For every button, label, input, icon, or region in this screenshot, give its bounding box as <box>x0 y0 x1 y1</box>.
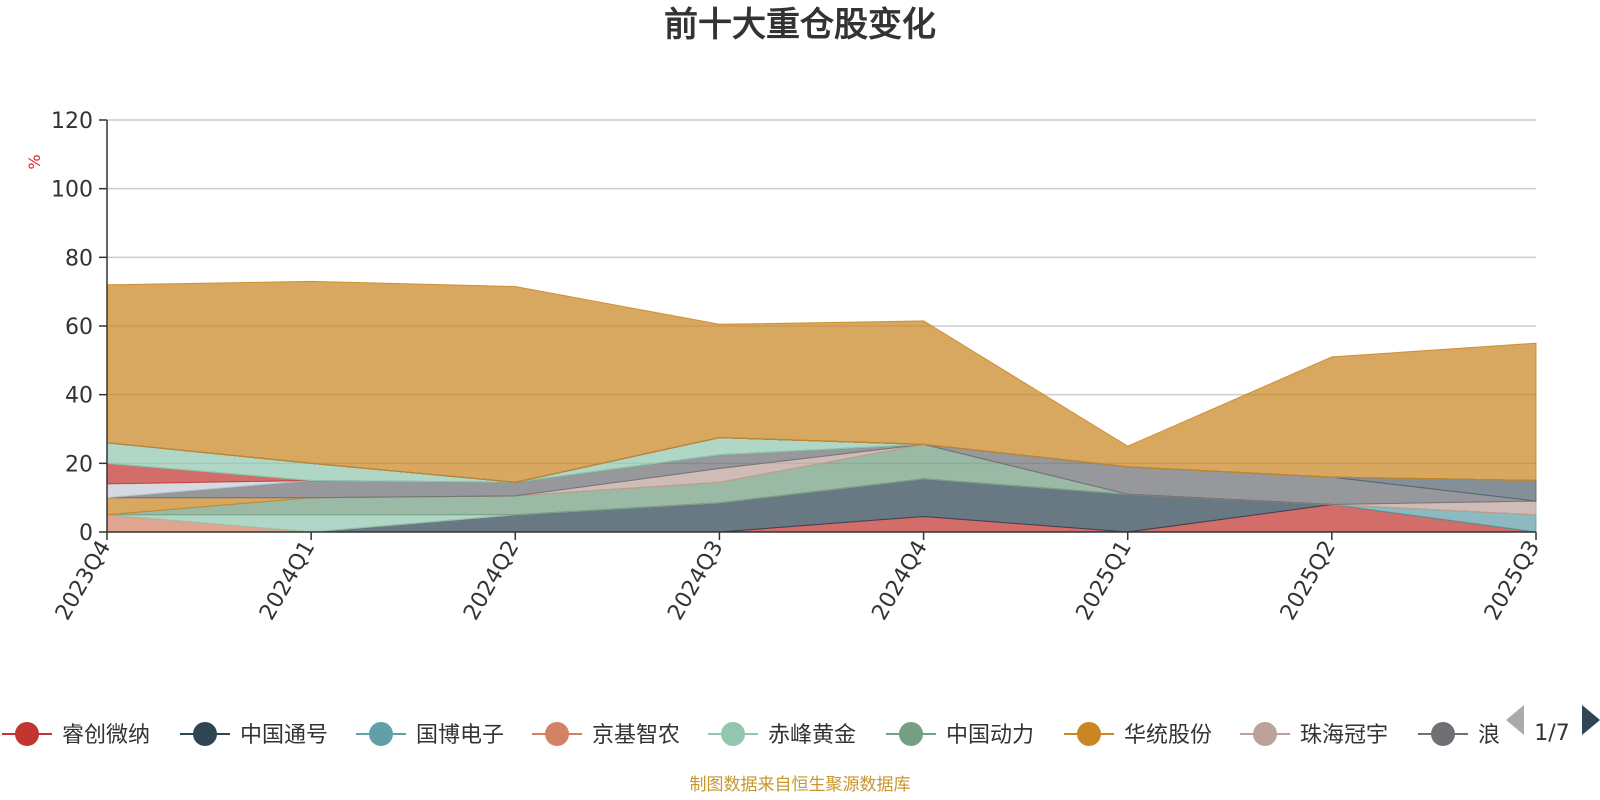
data-source-footer: 制图数据来自恒生聚源数据库 <box>690 775 911 795</box>
legend-item[interactable]: 中国动力 <box>886 722 1034 748</box>
y-tick-label: 80 <box>65 246 93 271</box>
legend-marker <box>369 722 393 746</box>
legend-marker <box>1431 722 1455 746</box>
x-tick-label: 2025Q2 <box>1276 537 1341 625</box>
legend-item[interactable]: 国博电子 <box>356 722 504 748</box>
legend-marker <box>545 722 569 746</box>
x-tick-label: 2024Q4 <box>867 537 932 625</box>
x-tick-label: 2024Q2 <box>459 537 524 625</box>
legend-item[interactable]: 华统股份 <box>1064 722 1212 748</box>
legend-marker <box>193 722 217 746</box>
legend-marker <box>15 722 39 746</box>
area-series <box>106 280 1537 483</box>
legend-item[interactable]: 浪 <box>1418 722 1500 748</box>
y-tick-label: 0 <box>79 521 93 546</box>
legend-item[interactable]: 赤峰黄金 <box>708 722 856 748</box>
legend-item[interactable]: 京基智农 <box>532 722 680 748</box>
legend-label: 中国动力 <box>946 723 1034 748</box>
y-tick-label: 20 <box>65 452 93 477</box>
y-axis-unit: % <box>25 154 44 169</box>
x-tick-label: 2025Q1 <box>1072 537 1137 625</box>
legend-marker <box>1077 722 1101 746</box>
legend-label: 国博电子 <box>416 723 504 748</box>
legend-marker <box>721 722 745 746</box>
legend-label: 京基智农 <box>592 723 680 748</box>
y-tick-label: 100 <box>51 178 93 203</box>
legend-marker <box>899 722 923 746</box>
legend-label: 赤峰黄金 <box>768 723 856 748</box>
legend-label: 睿创微纳 <box>62 723 150 748</box>
legend-label: 中国通号 <box>240 723 328 748</box>
legend-label: 珠海冠宇 <box>1300 723 1388 748</box>
x-tick-label: 2025Q3 <box>1480 537 1545 625</box>
x-tick-label: 2024Q3 <box>663 537 728 625</box>
legend-page-indicator: 1/7 <box>1534 721 1569 746</box>
x-tick-label: 2024Q1 <box>255 537 320 625</box>
triangle-left-icon[interactable] <box>1506 705 1524 735</box>
x-tick-label: 2023Q4 <box>51 537 116 625</box>
stacked-areas <box>106 280 1537 533</box>
legend: 睿创微纳 中国通号 国博电子 京基智农 赤峰黄金 中国动力 华统股份 珠海冠宇 浪 <box>2 722 1500 748</box>
legend-item[interactable]: 珠海冠宇 <box>1240 722 1388 748</box>
chart-title: 前十大重仓股变化 <box>664 5 936 45</box>
y-tick-label: 40 <box>65 384 93 409</box>
triangle-right-icon[interactable] <box>1582 705 1600 735</box>
legend-item[interactable]: 睿创微纳 <box>2 722 150 748</box>
legend-marker <box>1253 722 1277 746</box>
legend-item[interactable]: 中国通号 <box>180 722 328 748</box>
legend-label: 浪 <box>1478 723 1500 748</box>
y-tick-label: 60 <box>65 315 93 340</box>
legend-pager: 1/7 <box>1506 705 1600 746</box>
legend-label: 华统股份 <box>1124 723 1212 748</box>
y-tick-label: 120 <box>51 109 93 134</box>
